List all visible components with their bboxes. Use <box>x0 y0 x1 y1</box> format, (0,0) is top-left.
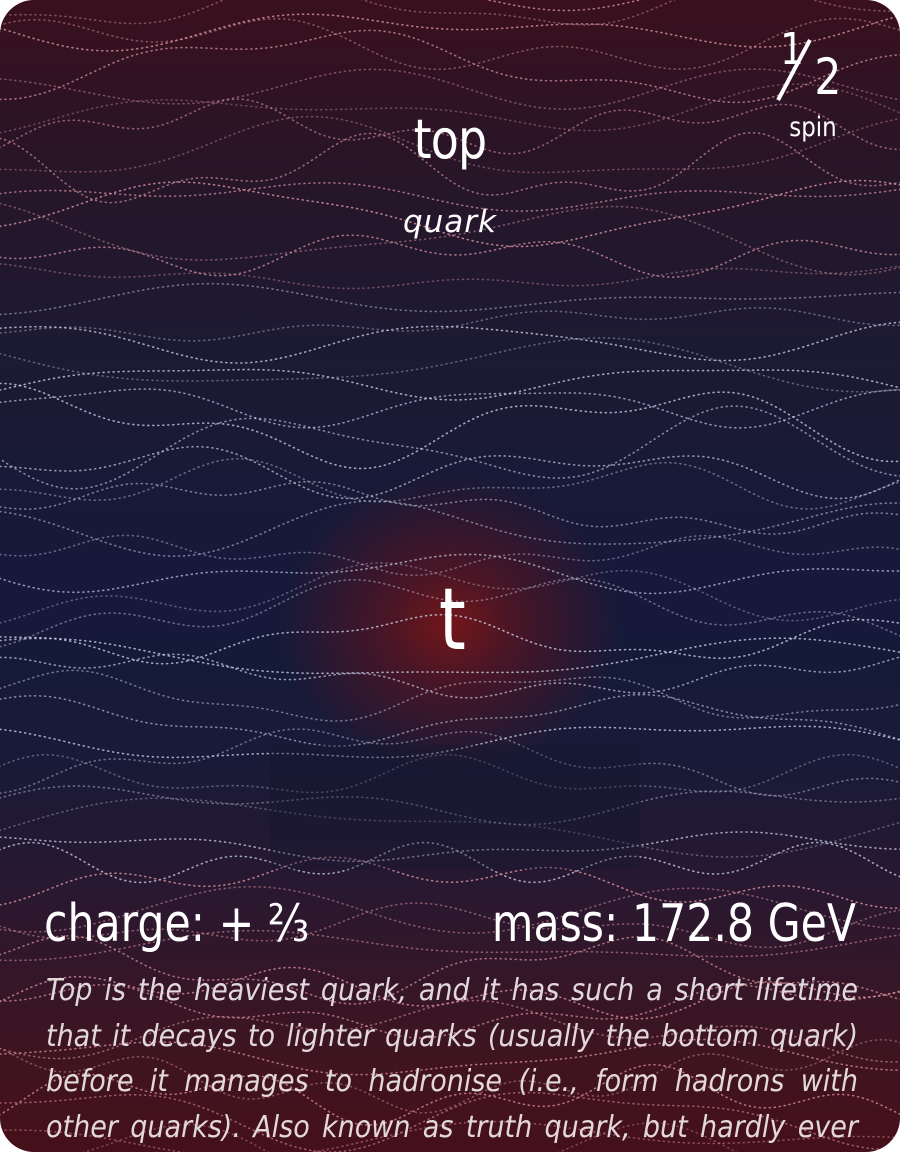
wave-line <box>0 534 900 577</box>
wave-line <box>0 693 900 748</box>
wave-line <box>0 577 900 648</box>
wave-line <box>0 728 900 797</box>
wave-line <box>0 382 900 470</box>
spin-label: spin <box>789 112 837 143</box>
wave-line <box>0 669 900 722</box>
wave-line <box>0 886 900 934</box>
spin-fraction: 1 2 <box>760 22 866 106</box>
wave-line <box>0 856 900 909</box>
particle-description: Top is the heaviest quark, and it has su… <box>46 973 858 1145</box>
wave-line <box>0 445 900 500</box>
wave-line <box>0 797 900 858</box>
wave-line <box>0 929 900 962</box>
wave-line <box>0 553 900 595</box>
wave-line <box>0 725 900 759</box>
particle-symbol: t <box>438 570 466 670</box>
wave-line <box>0 388 900 429</box>
wave-line <box>0 613 900 665</box>
symbol-backdrop <box>270 745 640 870</box>
spin-denominator: 2 <box>814 48 842 106</box>
wave-line <box>0 753 900 794</box>
wave-line <box>0 13 900 52</box>
wave-line <box>0 983 900 1039</box>
wave-line <box>0 0 900 26</box>
wave-line <box>0 785 900 826</box>
wave-line <box>0 1038 900 1114</box>
wave-line <box>0 321 900 364</box>
wave-line <box>0 637 900 675</box>
wave-line <box>0 966 900 1020</box>
wave-line <box>484 0 643 12</box>
particle-type: quark <box>402 204 498 240</box>
wave-line <box>0 368 900 401</box>
wave-line <box>0 29 900 104</box>
wave-line <box>0 306 900 342</box>
wave-line <box>0 653 900 699</box>
wave-line <box>0 179 900 248</box>
wave-line <box>0 131 900 204</box>
wave-line <box>0 17 900 71</box>
charge-value: charge: + ⅔ <box>44 894 310 954</box>
wave-line <box>0 480 900 535</box>
wave-line <box>0 1038 900 1076</box>
wave-line <box>0 337 900 393</box>
wave-line <box>0 831 900 863</box>
wave-line <box>0 282 900 316</box>
wave-line <box>0 181 900 212</box>
wave-line <box>0 999 900 1063</box>
wave-line <box>0 115 900 174</box>
wave-line <box>0 68 900 111</box>
mass-value: mass: 172.8 GeV <box>491 894 856 954</box>
wave-line <box>0 457 900 510</box>
wave-line <box>0 902 900 949</box>
wave-line <box>0 262 900 290</box>
wave-line <box>0 562 900 624</box>
spin-indicator: 1 2 spin <box>760 22 866 143</box>
wave-line <box>0 500 900 558</box>
particle-name: top <box>413 108 488 171</box>
wave-line <box>0 98 900 155</box>
wave-line <box>0 1120 900 1152</box>
wave-line <box>0 1063 900 1126</box>
wave-line <box>0 234 900 278</box>
